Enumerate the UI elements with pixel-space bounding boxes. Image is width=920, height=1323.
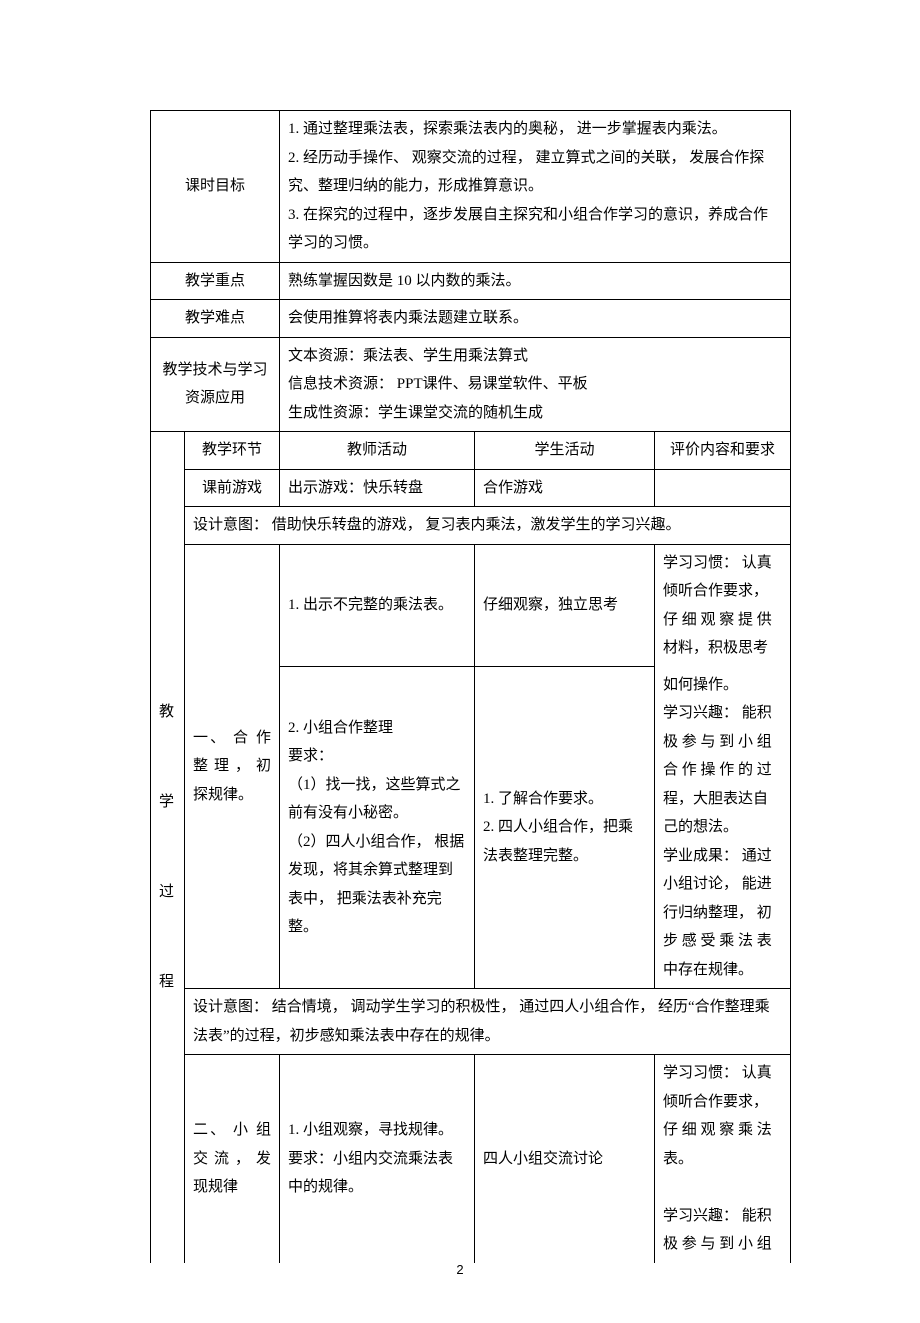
lesson-plan-table: 课时目标 1. 通过整理乘法表，探索乘法表内的奥秘， 进一步掌握表内乘法。 2.… bbox=[150, 110, 791, 1263]
pre-game-teacher: 出示游戏：快乐转盘 bbox=[280, 469, 475, 507]
hdr-teacher: 教师活动 bbox=[280, 432, 475, 470]
stage-1a-eval: 学习习惯： 认真倾听合作要求，仔 细 观 察 提 供材料，积极思考 bbox=[655, 544, 791, 667]
stage-1a-teacher: 1. 出示不完整的乘法表。 bbox=[280, 544, 475, 667]
stage-1b-teacher: 2. 小组合作整理 要求： （1）找一找，这些算式之前有没有小秘密。 （2）四人… bbox=[280, 667, 475, 989]
row-keypoint-content: 熟练掌握因数是 10 以内数的乘法。 bbox=[280, 262, 791, 300]
row-difficulty-content: 会使用推算将表内乘法题建立联系。 bbox=[280, 300, 791, 338]
row-keypoint-label: 教学重点 bbox=[151, 262, 280, 300]
stage-2-student: 四人小组交流讨论 bbox=[475, 1055, 655, 1263]
stage-1-label: 一、 合 作整 理 ， 初探规律。 bbox=[185, 544, 280, 989]
row-resources-label: 教学技术与学习资源应用 bbox=[151, 337, 280, 432]
stage-2-eval: 学习习惯： 认真倾听合作要求，仔 细 观 察 乘 法表。 学习兴趣： 能积极 参… bbox=[655, 1055, 791, 1263]
hdr-stage: 教学环节 bbox=[185, 432, 280, 470]
stage-2-teacher: 1. 小组观察，寻找规律。 要求：小组内交流乘法表中的规律。 bbox=[280, 1055, 475, 1263]
hdr-student: 学生活动 bbox=[475, 432, 655, 470]
stage-1a-student: 仔细观察，独立思考 bbox=[475, 544, 655, 667]
process-label: 教 学 过 程 bbox=[151, 432, 185, 1263]
hdr-eval: 评价内容和要求 bbox=[655, 432, 791, 470]
stage-1b-student: 1. 了解合作要求。 2. 四人小组合作，把乘法表整理完整。 bbox=[475, 667, 655, 989]
stage-1-intent: 设计意图： 结合情境， 调动学生学习的积极性， 通过四人小组合作， 经历“合作整… bbox=[185, 989, 791, 1055]
pre-game-eval bbox=[655, 469, 791, 507]
page-number: 2 bbox=[0, 1258, 920, 1283]
row-resources-content: 文本资源：乘法表、学生用乘法算式 信息技术资源： PPT课件、易课堂软件、平板 … bbox=[280, 337, 791, 432]
stage-2-label: 二、 小 组交 流 ， 发现规律 bbox=[185, 1055, 280, 1263]
stage-1b-eval: 如何操作。 学习兴趣： 能积极 参 与 到 小 组合 作 操 作 的 过程，大胆… bbox=[655, 667, 791, 989]
row-goal-label: 课时目标 bbox=[151, 111, 280, 263]
row-goal-content: 1. 通过整理乘法表，探索乘法表内的奥秘， 进一步掌握表内乘法。 2. 经历动手… bbox=[280, 111, 791, 263]
pre-game-stage: 课前游戏 bbox=[185, 469, 280, 507]
pre-game-student: 合作游戏 bbox=[475, 469, 655, 507]
pre-game-intent: 设计意图： 借助快乐转盘的游戏， 复习表内乘法，激发学生的学习兴趣。 bbox=[185, 507, 791, 545]
row-difficulty-label: 教学难点 bbox=[151, 300, 280, 338]
